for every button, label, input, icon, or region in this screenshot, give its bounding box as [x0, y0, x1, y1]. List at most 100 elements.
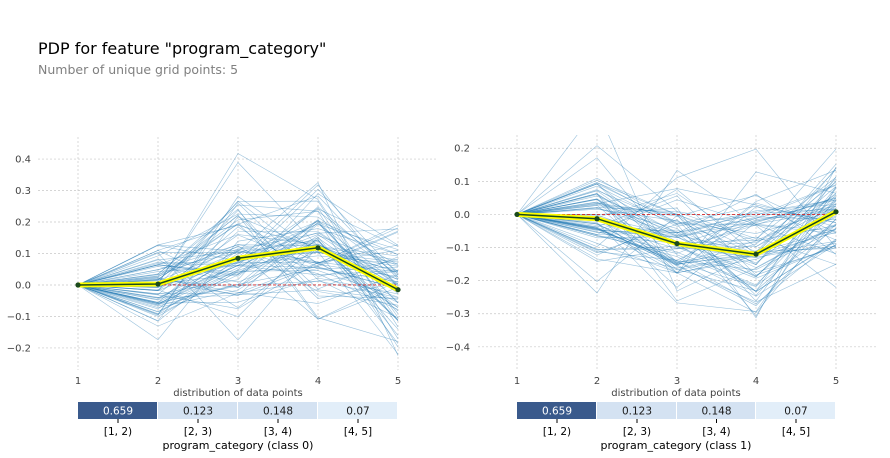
y-tick-label: −0.3	[446, 309, 470, 320]
bin-label: [2, 3)	[184, 426, 212, 438]
ice-line	[77, 200, 399, 292]
ice-line	[77, 220, 399, 286]
ice-line	[77, 221, 399, 306]
ice-line	[77, 236, 399, 336]
ice-line	[77, 204, 399, 286]
ice-line	[77, 231, 399, 291]
ice-line	[77, 239, 399, 330]
ice-line	[77, 207, 399, 322]
ice-line	[77, 221, 399, 303]
distribution-label: distribution of data points	[173, 388, 302, 399]
ice-line	[516, 214, 837, 265]
distribution-bar-value: 0.148	[263, 405, 293, 417]
distribution-bar-value: 0.123	[622, 405, 652, 417]
ice-line	[77, 235, 399, 288]
pdp-point	[594, 216, 600, 222]
pdp-point	[155, 281, 161, 287]
x-tick-label: 2	[594, 376, 600, 387]
ice-line	[77, 277, 399, 304]
ice-line	[77, 226, 399, 295]
chart-panel-2: 0.2 0.1 0.0 −0.1 −0.2 −0.3 −0.4 1 2 3 4 5 distributi…	[446, 135, 876, 452]
chart-panel-1: 0.4 0.3 0.2 0.1 0.0 −0.1 −0.2 1 2 3 4 5 distribution…	[7, 137, 437, 452]
y-tick-label: 0.3	[15, 186, 31, 197]
ice-line	[516, 202, 837, 267]
y-tick-label: 0.4	[15, 155, 31, 166]
ice-line	[77, 228, 399, 300]
ice-line	[77, 245, 399, 341]
distribution-bar	[677, 402, 755, 419]
distribution-bar-value: 0.659	[103, 405, 133, 417]
ice-line	[516, 169, 837, 264]
ice-line	[77, 230, 399, 296]
pdp-point	[514, 211, 520, 218]
ice-line	[77, 265, 399, 301]
bin-label: [4, 5]	[782, 426, 810, 438]
bin-label: [3, 4)	[264, 426, 292, 438]
ice-line	[516, 185, 837, 227]
distribution-bar-value: 0.07	[784, 405, 807, 417]
ice-line	[516, 171, 837, 274]
ice-line	[516, 214, 837, 250]
ice-line	[77, 188, 399, 286]
x-tick-label: 3	[235, 376, 241, 387]
ice-line	[77, 195, 399, 316]
ice-line	[516, 203, 837, 286]
ice-line	[77, 210, 399, 339]
ice-line	[516, 198, 837, 264]
ice-line	[77, 195, 399, 286]
ice-line	[516, 205, 837, 254]
ice-line	[77, 213, 399, 286]
ice-line	[516, 214, 837, 273]
distribution-bar-value: 0.123	[183, 405, 213, 417]
ice-line	[516, 177, 837, 240]
ice-line	[77, 222, 399, 305]
x-tick-label: 5	[395, 376, 401, 387]
ice-line	[516, 169, 837, 253]
ice-line	[516, 205, 837, 254]
ice-line	[516, 182, 837, 232]
bin-label: [1, 2)	[543, 426, 571, 438]
x-tick-label: 4	[315, 376, 321, 387]
ice-line	[77, 234, 399, 299]
y-tick-label: 0.0	[15, 280, 31, 291]
ice-line	[516, 188, 837, 224]
ice-line	[516, 204, 837, 236]
ice-line	[516, 205, 837, 296]
ice-line	[516, 178, 837, 254]
x-tick-label: 4	[753, 376, 759, 387]
x-tick-label: 2	[155, 376, 161, 387]
ice-line	[516, 208, 837, 261]
ice-line	[77, 228, 399, 341]
ice-line	[77, 262, 399, 303]
ice-line	[77, 208, 399, 342]
y-tick-label: 0.2	[454, 144, 470, 155]
y-tick-label: −0.1	[446, 243, 470, 254]
ice-line	[77, 237, 399, 314]
ice-line	[516, 181, 837, 266]
ice-line	[516, 185, 837, 234]
x-axis-title: program_category (class 1)	[601, 439, 752, 452]
y-tick-label: −0.4	[446, 342, 470, 353]
ice-line	[77, 246, 399, 309]
bin-label: [3, 4)	[702, 426, 730, 438]
distribution-bar	[597, 402, 676, 419]
ice-lines	[77, 153, 399, 356]
ice-line	[77, 262, 399, 289]
ice-line	[516, 182, 837, 242]
ice-line	[516, 183, 837, 234]
ice-line	[516, 176, 837, 292]
ice-line	[516, 135, 837, 292]
ice-line	[77, 224, 399, 286]
distribution-bar	[318, 402, 397, 419]
pdp-point	[315, 245, 321, 251]
distribution-label: distribution of data points	[611, 388, 740, 399]
distribution-bar-value: 0.659	[542, 405, 572, 417]
ice-line	[516, 169, 837, 294]
ice-line	[77, 184, 399, 303]
ice-line	[77, 274, 399, 304]
ice-line	[516, 214, 837, 307]
ice-line	[77, 251, 399, 320]
ice-line	[516, 207, 837, 293]
pdp-point	[674, 240, 680, 247]
